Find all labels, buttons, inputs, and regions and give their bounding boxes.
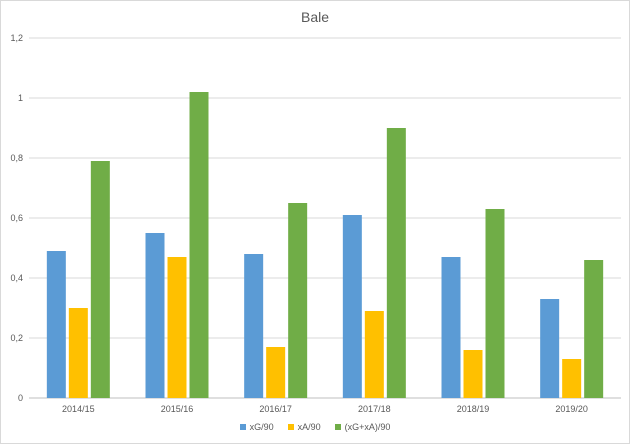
chart-title: Bale: [300, 9, 330, 25]
y-tick-label: 1,2: [10, 33, 23, 43]
bar: [266, 347, 286, 398]
legend-swatch: [239, 424, 246, 430]
legend: xG/90 xA/90 (xG+xA)/90: [1, 422, 629, 432]
x-tick-label: 2017/18: [358, 404, 391, 414]
bar: [189, 92, 209, 398]
bar: [90, 161, 110, 398]
bar: [386, 128, 406, 398]
x-tick-label: 2016/17: [259, 404, 292, 414]
y-tick-label: 0: [18, 393, 23, 403]
bar: [68, 308, 88, 398]
legend-label: xA/90: [297, 422, 321, 432]
bar: [342, 215, 362, 398]
legend-swatch: [287, 424, 294, 430]
legend-label: (xG+xA)/90: [344, 422, 391, 432]
bar: [441, 257, 461, 398]
x-tick-label: 2019/20: [555, 404, 588, 414]
bar: [463, 350, 483, 398]
legend-label: xG/90: [249, 422, 274, 432]
bar: [145, 233, 165, 398]
x-tick-label: 2014/15: [62, 404, 95, 414]
bar: [584, 260, 604, 398]
bar: [540, 299, 560, 398]
y-tick-label: 0,4: [10, 273, 23, 283]
legend-item: xA/90: [287, 422, 321, 432]
bar: [167, 257, 187, 398]
bar: [288, 203, 308, 398]
y-tick-label: 0,2: [10, 333, 23, 343]
y-tick-label: 0,8: [10, 153, 23, 163]
legend-swatch: [334, 424, 341, 430]
y-tick-label: 1: [18, 93, 23, 103]
legend-item: (xG+xA)/90: [334, 422, 391, 432]
bar: [562, 359, 582, 398]
legend-item: xG/90: [239, 422, 274, 432]
bar: [244, 254, 264, 398]
x-tick-label: 2015/16: [161, 404, 194, 414]
x-tick-label: 2018/19: [457, 404, 490, 414]
bar: [364, 311, 384, 398]
bar: [485, 209, 505, 398]
bar: [46, 251, 66, 398]
y-tick-label: 0,6: [10, 213, 23, 223]
